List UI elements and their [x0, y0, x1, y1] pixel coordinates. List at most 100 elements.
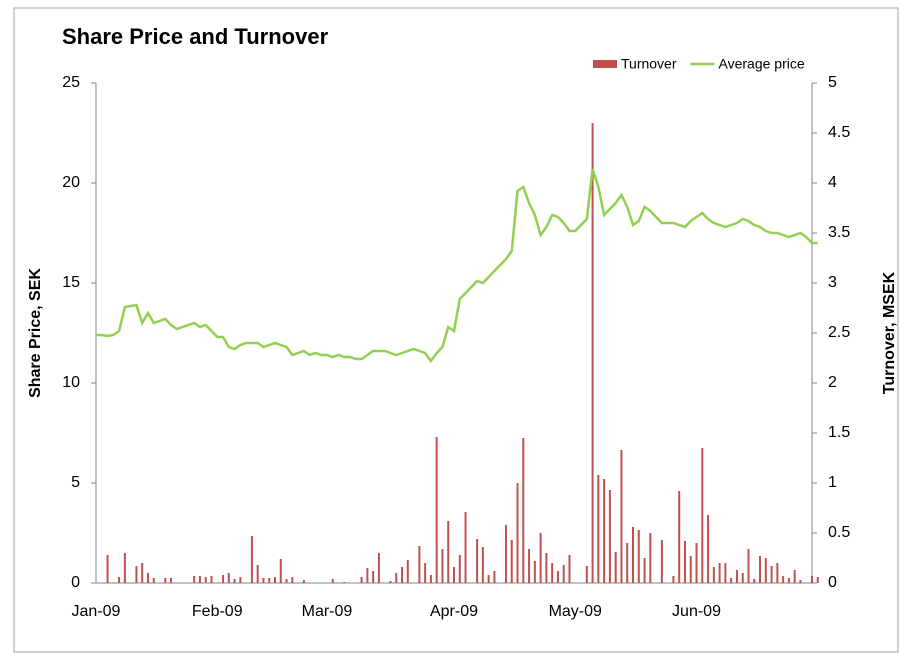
x-tick-label: Jan-09: [72, 603, 121, 620]
y-tick-label: 5: [71, 474, 80, 491]
legend-label: Turnover: [621, 56, 677, 72]
bar: [441, 549, 444, 583]
bar: [377, 553, 380, 583]
bar: [493, 571, 496, 583]
x-tick-label: Apr-09: [430, 603, 478, 620]
x-tick-label: Jun-09: [672, 603, 721, 620]
x-tick-label: Feb-09: [192, 603, 243, 620]
bar: [239, 577, 242, 583]
bar: [123, 553, 126, 583]
bar: [141, 563, 144, 583]
bar: [516, 483, 519, 583]
y2-tick-label: 0: [828, 574, 837, 591]
y-tick-label: 25: [62, 74, 80, 91]
bar: [585, 566, 588, 583]
bar: [429, 575, 432, 583]
bar: [233, 579, 236, 583]
bar: [637, 530, 640, 583]
bar: [453, 567, 455, 583]
bar: [279, 559, 282, 583]
bar: [597, 475, 600, 583]
bar: [401, 567, 404, 583]
bar: [118, 577, 121, 583]
bar: [730, 578, 733, 583]
bar: [170, 578, 173, 583]
bar: [735, 570, 738, 583]
bar: [764, 558, 767, 583]
bar: [522, 438, 525, 583]
bar: [799, 580, 802, 583]
bar: [614, 552, 617, 583]
bar: [424, 563, 427, 583]
bar: [591, 123, 594, 583]
bar: [262, 578, 265, 583]
bar: [626, 543, 629, 583]
bar: [533, 561, 536, 583]
bar: [302, 580, 305, 583]
bar: [620, 450, 623, 583]
bar: [718, 563, 721, 583]
bar: [366, 568, 369, 583]
bar: [539, 533, 542, 583]
bar: [204, 577, 207, 583]
y-tick-label: 10: [62, 374, 80, 391]
bar: [164, 578, 167, 583]
bar: [678, 491, 681, 583]
bar: [545, 553, 548, 583]
bar: [331, 579, 334, 583]
bar: [510, 540, 513, 583]
bar: [406, 560, 409, 583]
legend-label: Average price: [719, 56, 805, 72]
bar: [556, 571, 559, 583]
x-tick-label: May-09: [549, 603, 602, 620]
y2-tick-label: 3: [828, 274, 837, 291]
bar: [643, 558, 646, 583]
bar: [435, 437, 438, 583]
bar: [701, 448, 704, 583]
bar: [227, 573, 230, 583]
bar: [146, 573, 149, 583]
bar: [389, 581, 392, 583]
bar: [776, 563, 779, 583]
bar: [291, 577, 294, 583]
bar: [741, 573, 744, 583]
price-line: [96, 168, 818, 364]
bar: [747, 549, 750, 583]
bar: [793, 570, 796, 583]
bar: [458, 555, 461, 583]
y2-tick-label: 0.5: [828, 524, 850, 541]
bar: [603, 479, 606, 583]
bar: [672, 576, 675, 583]
bar: [562, 565, 565, 583]
bar: [504, 525, 507, 583]
bar: [712, 567, 715, 583]
bar: [193, 576, 196, 583]
bar: [268, 578, 271, 583]
bar: [487, 575, 490, 583]
bar: [528, 549, 531, 583]
bar: [632, 527, 634, 583]
bar: [695, 543, 698, 583]
bar: [418, 546, 421, 583]
bar: [759, 556, 762, 583]
chart-frame: [13, 7, 899, 653]
bar: [256, 565, 259, 583]
y-tick-label: 15: [62, 274, 80, 291]
bar: [464, 512, 467, 583]
bar: [274, 577, 276, 583]
bar: [360, 577, 363, 583]
bar: [568, 555, 571, 583]
chart-title: Share Price and Turnover: [62, 24, 329, 49]
x-tick-label: Mar-09: [302, 603, 353, 620]
bar: [660, 540, 663, 583]
bar: [250, 536, 253, 583]
bar: [481, 547, 484, 583]
bar: [372, 571, 375, 583]
bar: [770, 566, 773, 583]
bar: [816, 577, 819, 583]
y2-tick-label: 3.5: [828, 224, 850, 241]
bar: [753, 579, 756, 583]
y2-tick-label: 4: [828, 174, 837, 191]
y2-axis-label: Turnover, MSEK: [881, 271, 898, 394]
